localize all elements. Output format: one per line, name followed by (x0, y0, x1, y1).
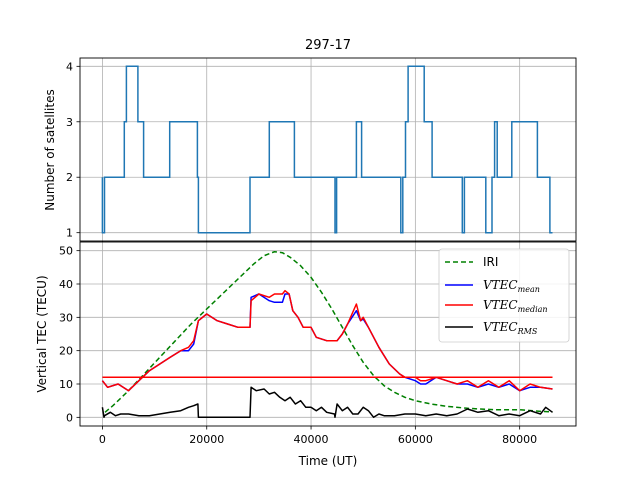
satellites-y-tick-label: 2 (66, 171, 73, 184)
tec-y-ticks: 0 10 20 30 40 50 (59, 245, 80, 424)
legend: IRI VTECmean VTECmedian VTECRMS (438, 248, 570, 343)
x-tick-label: 40000 (294, 433, 329, 446)
tec-series (101, 250, 553, 419)
tec-y-tick-label: 50 (59, 245, 73, 258)
satellites-y-tick-label: 1 (66, 227, 73, 240)
satellites-panel: 1 2 3 4 Number of satellites (43, 57, 577, 245)
legend-mean-label: VTECmean (483, 278, 540, 294)
tec-x-ticks: 0 20000 40000 60000 80000 (99, 426, 537, 446)
legend-rms-base: VTEC (483, 320, 518, 334)
legend-median-sub: median (518, 305, 548, 314)
legend-median-base: VTEC (483, 298, 518, 312)
legend-mean-base: VTEC (483, 278, 518, 292)
satellites-ylabel: Number of satellites (43, 89, 57, 210)
satellites-plot-area (80, 58, 576, 241)
tec-y-tick-label: 10 (59, 378, 73, 391)
series-line-vtec_median (101, 289, 553, 392)
tec-xlabel: Time (UT) (298, 454, 358, 468)
legend-iri-label: IRI (483, 255, 498, 269)
legend-box (438, 248, 570, 343)
tec-y-tick-label: 20 (59, 345, 73, 358)
satellites-axes-frame (79, 57, 577, 242)
legend-median-label: VTECmedian (483, 298, 548, 314)
satellites-y-tick-label: 3 (66, 116, 73, 129)
tec-y-tick-label: 40 (59, 278, 73, 291)
tec-ylabel: Vertical TEC (TECU) (35, 275, 49, 392)
series-line-vtec_rms (101, 386, 553, 419)
legend-mean-sub: mean (518, 285, 540, 294)
x-tick-label: 0 (99, 433, 106, 446)
x-tick-label: 60000 (398, 433, 433, 446)
series-line-iri (104, 250, 553, 413)
tec-axes-frame (79, 241, 577, 427)
legend-rms-sub: RMS (517, 327, 538, 336)
satellites-series (101, 65, 553, 234)
tec-y-tick-label: 30 (59, 311, 73, 324)
legend-rms-label: VTECRMS (483, 320, 538, 336)
x-tick-label: 80000 (502, 433, 537, 446)
x-tick-label: 20000 (189, 433, 224, 446)
satellites-series-line (101, 65, 553, 234)
satellites-y-tick-label: 4 (66, 60, 73, 73)
chart-title: 297-17 (305, 38, 351, 53)
tec-y-tick-label: 0 (66, 411, 73, 424)
